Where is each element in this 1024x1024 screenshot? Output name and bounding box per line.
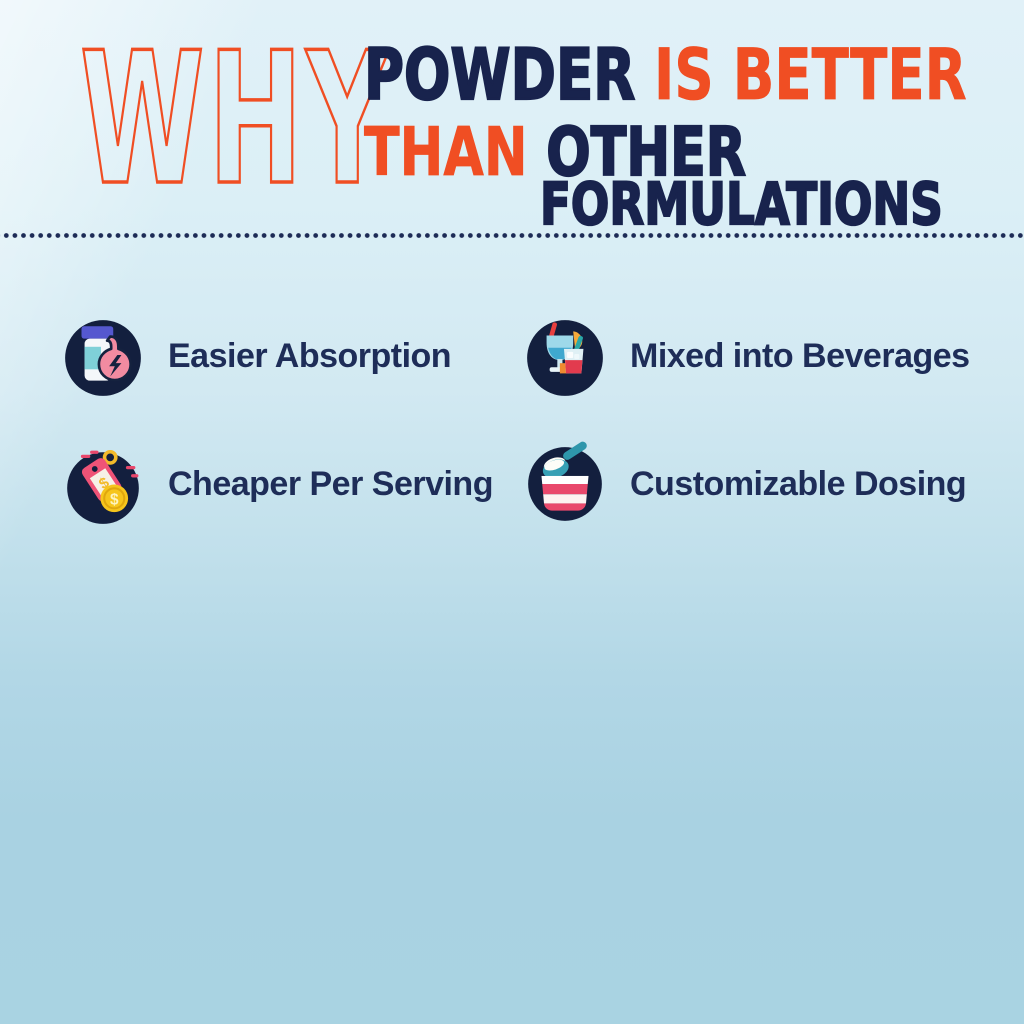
feature-label: Easier Absorption [168, 336, 452, 375]
feature-customizable-dosing: Customizable Dosing [522, 441, 967, 527]
dotted-divider [0, 231, 1024, 240]
feature-label: Mixed into Beverages [630, 336, 970, 375]
feature-easier-absorption: Easier Absorption [60, 313, 452, 399]
price-tag-coin-icon: $ $ [67, 449, 139, 524]
headline-word-formulations: FORMULATIONS [539, 170, 944, 238]
headline-line-2: THAN OTHER [364, 117, 747, 186]
headline-word-than: THAN [364, 113, 528, 191]
headline-word-other: OTHER [545, 113, 747, 191]
feature-cheaper-per-serving: $ $ Cheaper Per Serving [60, 441, 493, 527]
headline-line-1: POWDER IS BETTER [363, 39, 967, 111]
headline-word-powder: POWDER [363, 34, 636, 116]
feature-mixed-into-beverages: Mixed into Beverages [522, 313, 970, 399]
scoop-and-tub-icon [528, 441, 602, 521]
drinks-icon [527, 320, 603, 396]
spoons-photo [0, 560, 1024, 1024]
headline-line-3: FORMULATIONS [539, 174, 944, 234]
headline-why-outline: WHY [79, 13, 392, 225]
feature-label: Cheaper Per Serving [168, 464, 493, 503]
feature-label: Customizable Dosing [630, 464, 967, 503]
supplement-bottle-stomach-icon [65, 320, 141, 396]
headline-words-is-better: IS BETTER [654, 34, 967, 116]
svg-text:$: $ [110, 491, 119, 508]
